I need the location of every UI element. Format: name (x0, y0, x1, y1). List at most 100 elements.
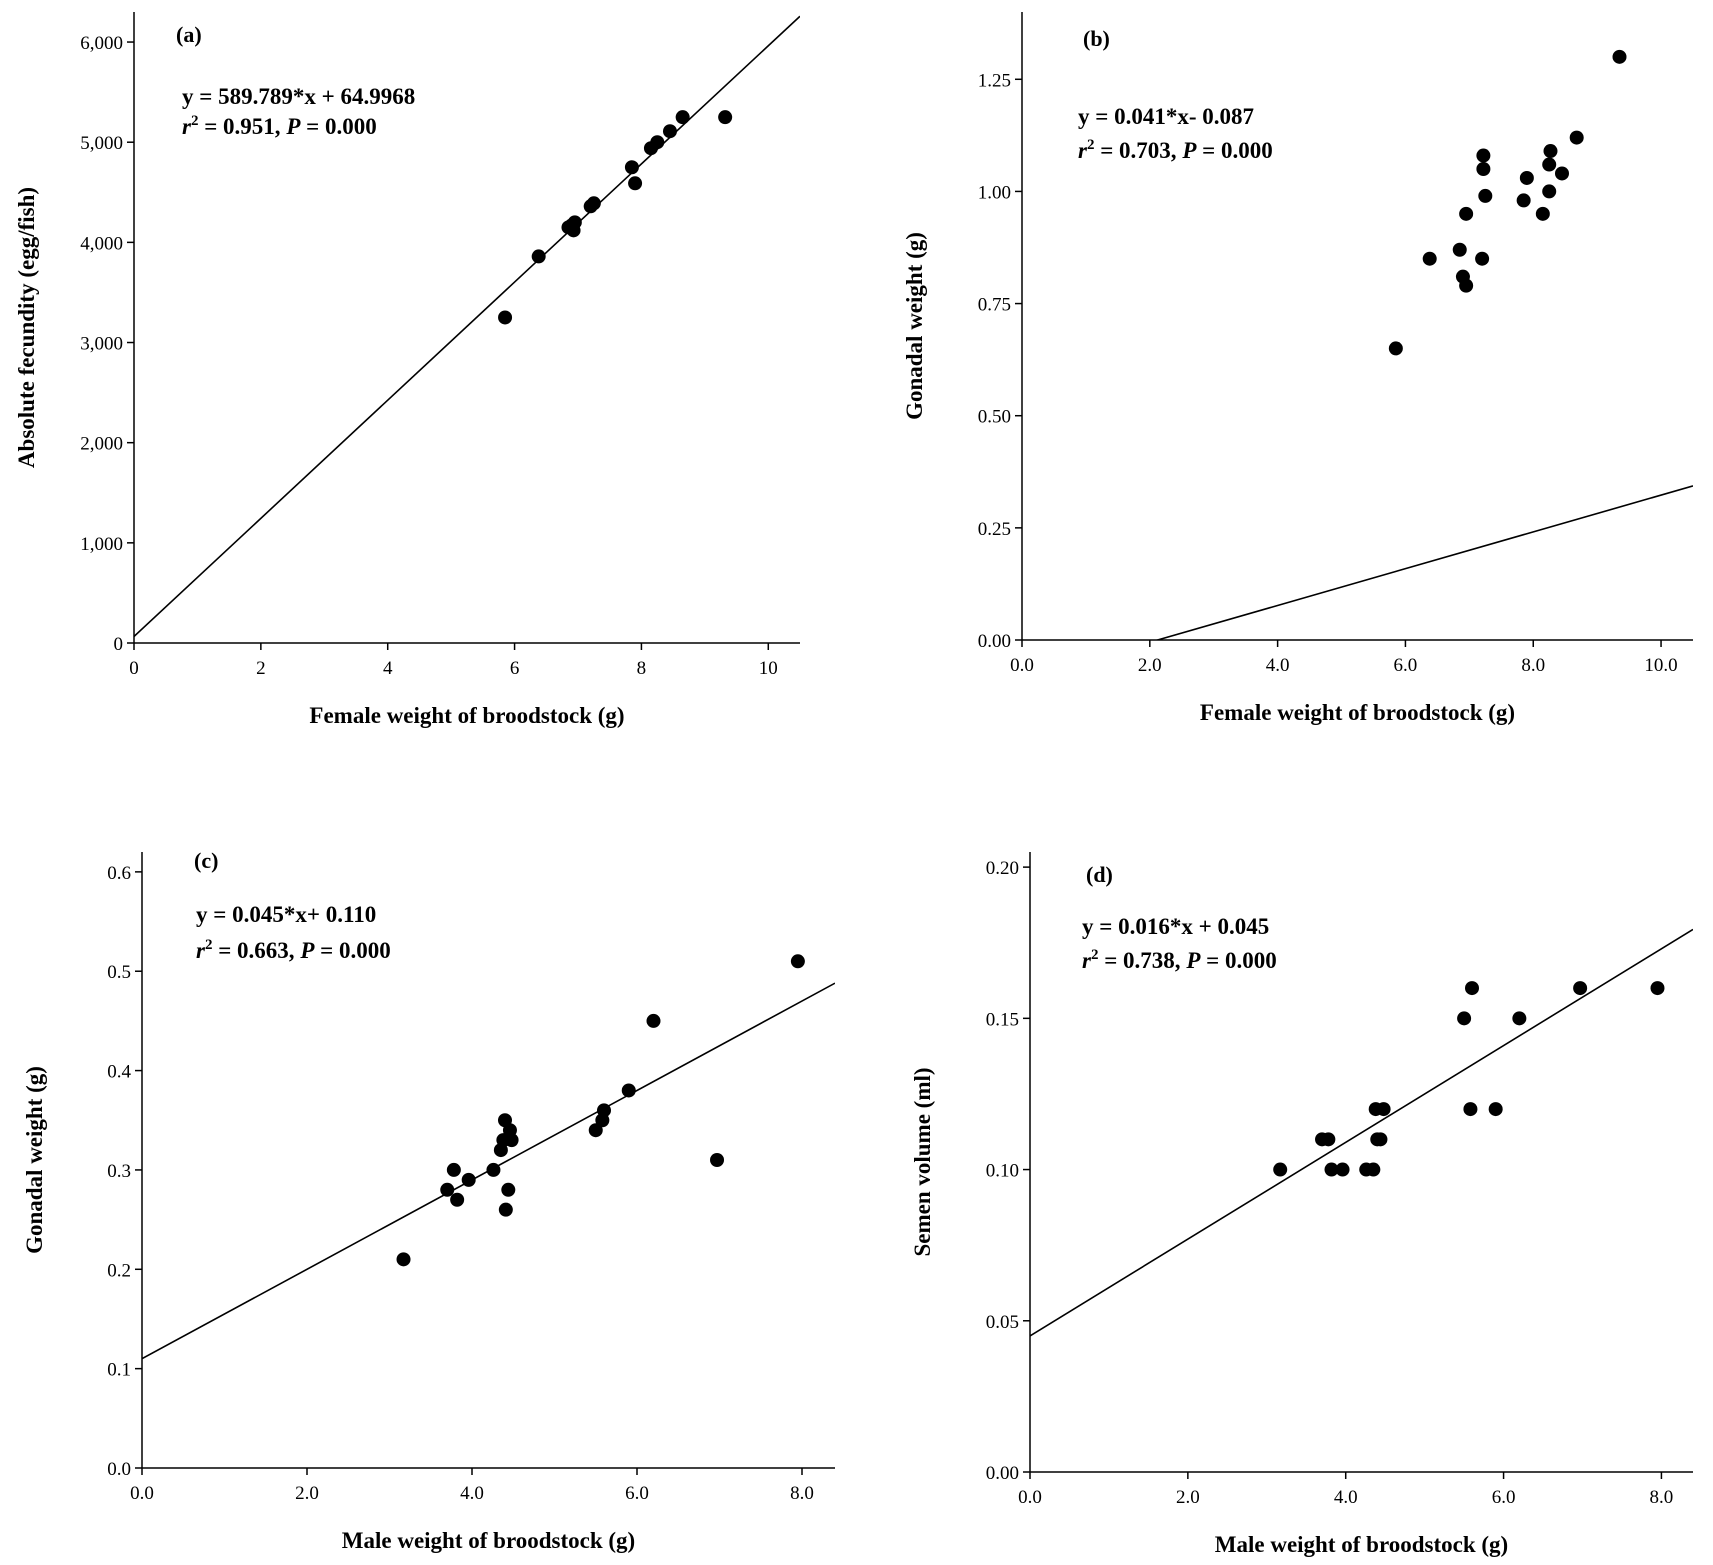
regression-stats: r2 = 0.951, P = 0.000 (182, 113, 377, 139)
data-point (1516, 193, 1531, 208)
data-point (1476, 148, 1491, 163)
x-tick-label: 6.0 (1394, 655, 1418, 676)
y-axis-title: Semen volume (ml) (910, 1067, 935, 1256)
p-value: = 0.000 (314, 938, 390, 963)
y-tick-label: 0.4 (107, 1062, 131, 1083)
x-tick-label: 6 (510, 658, 520, 679)
data-point (501, 1182, 516, 1197)
data-point (396, 1252, 411, 1267)
data-point (504, 1133, 519, 1148)
regression-equation: y = 0.016*x + 0.045 (1082, 914, 1269, 939)
y-tick-label: 6,000 (80, 33, 123, 54)
y-tick-label: 0.00 (978, 631, 1011, 652)
data-point (1452, 242, 1467, 257)
data-point (1475, 251, 1490, 266)
x-tick-label: 4.0 (1334, 1487, 1358, 1508)
x-tick-label: 0.0 (1018, 1487, 1042, 1508)
y-tick-label: 5,000 (80, 133, 123, 154)
r2-value: = 0.663, (212, 938, 300, 963)
x-tick-label: 2.0 (1176, 1487, 1200, 1508)
panel-a: 0 2 4 6 8 10 0 1,000 2,000 3,000 4,000 5,000 6,000 Fe… (14, 12, 800, 728)
y-tick-label: 0.20 (986, 858, 1019, 879)
data-point (790, 954, 805, 969)
regression-line (134, 15, 800, 638)
data-point (1535, 206, 1550, 221)
x-tick-label: 0.0 (130, 1483, 154, 1504)
y-tick-label: 0.1 (107, 1360, 131, 1381)
regression-equation: y = 0.041*x- 0.087 (1078, 104, 1254, 129)
regression-equation: y = 589.789*x + 64.9968 (182, 84, 415, 109)
x-tick-label: 8.0 (1521, 655, 1545, 676)
r-symbol: r (196, 938, 206, 963)
panel-d: 0.0 2.0 4.0 6.0 8.0 0.00 0.05 0.10 0.15 0.20 Male … (910, 852, 1693, 1557)
y-tick-label: 1.00 (978, 182, 1011, 203)
data-point (588, 1123, 603, 1138)
p-symbol: P (1185, 948, 1201, 973)
y-tick-label: 0.6 (107, 863, 131, 884)
data-point (718, 110, 733, 125)
y-tick-label: 2,000 (80, 434, 123, 455)
y-tick-label: 0.2 (107, 1260, 131, 1281)
data-point (1376, 1102, 1391, 1117)
superscript-2: 2 (1087, 137, 1095, 153)
data-point (1488, 1102, 1503, 1117)
data-point (498, 1202, 513, 1217)
x-axis-title: Male weight of broodstock (g) (342, 1528, 635, 1553)
data-point (1321, 1132, 1336, 1147)
data-point (1459, 278, 1474, 293)
data-point (1324, 1162, 1339, 1177)
data-point (1650, 981, 1665, 996)
data-point (1388, 341, 1403, 356)
x-tick-label: 8.0 (1650, 1487, 1674, 1508)
data-point (621, 1083, 636, 1098)
data-point (1573, 981, 1588, 996)
x-tick-label: 0.0 (1010, 655, 1034, 676)
y-tick-label: 0.15 (986, 1009, 1019, 1030)
x-tick-label: 2.0 (1138, 655, 1162, 676)
data-point (498, 310, 513, 325)
data-point (531, 249, 546, 264)
panel-label: (b) (1083, 26, 1110, 51)
x-tick-label: 8 (637, 658, 647, 679)
data-point (450, 1192, 465, 1207)
x-tick-label: 10.0 (1644, 655, 1677, 676)
superscript-2: 2 (1091, 947, 1099, 963)
p-value: = 0.000 (300, 114, 376, 139)
data-point (597, 1103, 611, 1118)
x-tick-label: 0 (129, 658, 139, 679)
data-point (1512, 1011, 1527, 1026)
p-symbol: P (285, 114, 301, 139)
x-tick-label: 4.0 (1266, 655, 1290, 676)
data-point (1543, 144, 1558, 159)
x-tick-label: 6.0 (625, 1483, 649, 1504)
panel-label: (a) (176, 22, 202, 47)
data-point (1465, 981, 1479, 996)
y-axis-title: Absolute fecundity (egg/fish) (14, 187, 39, 468)
y-tick-label: 0.50 (978, 407, 1011, 428)
data-point (1542, 157, 1557, 172)
data-point (1366, 1162, 1381, 1177)
y-tick-label: 0.0 (107, 1459, 131, 1480)
data-point (1273, 1162, 1288, 1177)
p-value: = 0.000 (1200, 948, 1276, 973)
data-point (624, 160, 639, 175)
x-tick-label: 8.0 (790, 1483, 814, 1504)
r-symbol: r (182, 114, 192, 139)
data-point (1569, 130, 1584, 145)
data-point (440, 1182, 455, 1197)
y-axis-title: Gonadal weight (g) (22, 1066, 47, 1254)
data-point (646, 1013, 661, 1028)
p-symbol: P (1181, 138, 1197, 163)
panel-label: (c) (194, 848, 218, 873)
r2-value: = 0.951, (198, 114, 286, 139)
x-axis-title: Female weight of broodstock (g) (309, 703, 624, 728)
regression-stats: r2 = 0.703, P = 0.000 (1078, 137, 1273, 163)
data-point (586, 196, 601, 211)
data-point (567, 215, 582, 230)
data-point (628, 176, 643, 191)
r-symbol: r (1078, 138, 1088, 163)
data-point (1542, 184, 1557, 199)
data-point (710, 1153, 725, 1167)
y-tick-label: 0.00 (986, 1463, 1019, 1484)
